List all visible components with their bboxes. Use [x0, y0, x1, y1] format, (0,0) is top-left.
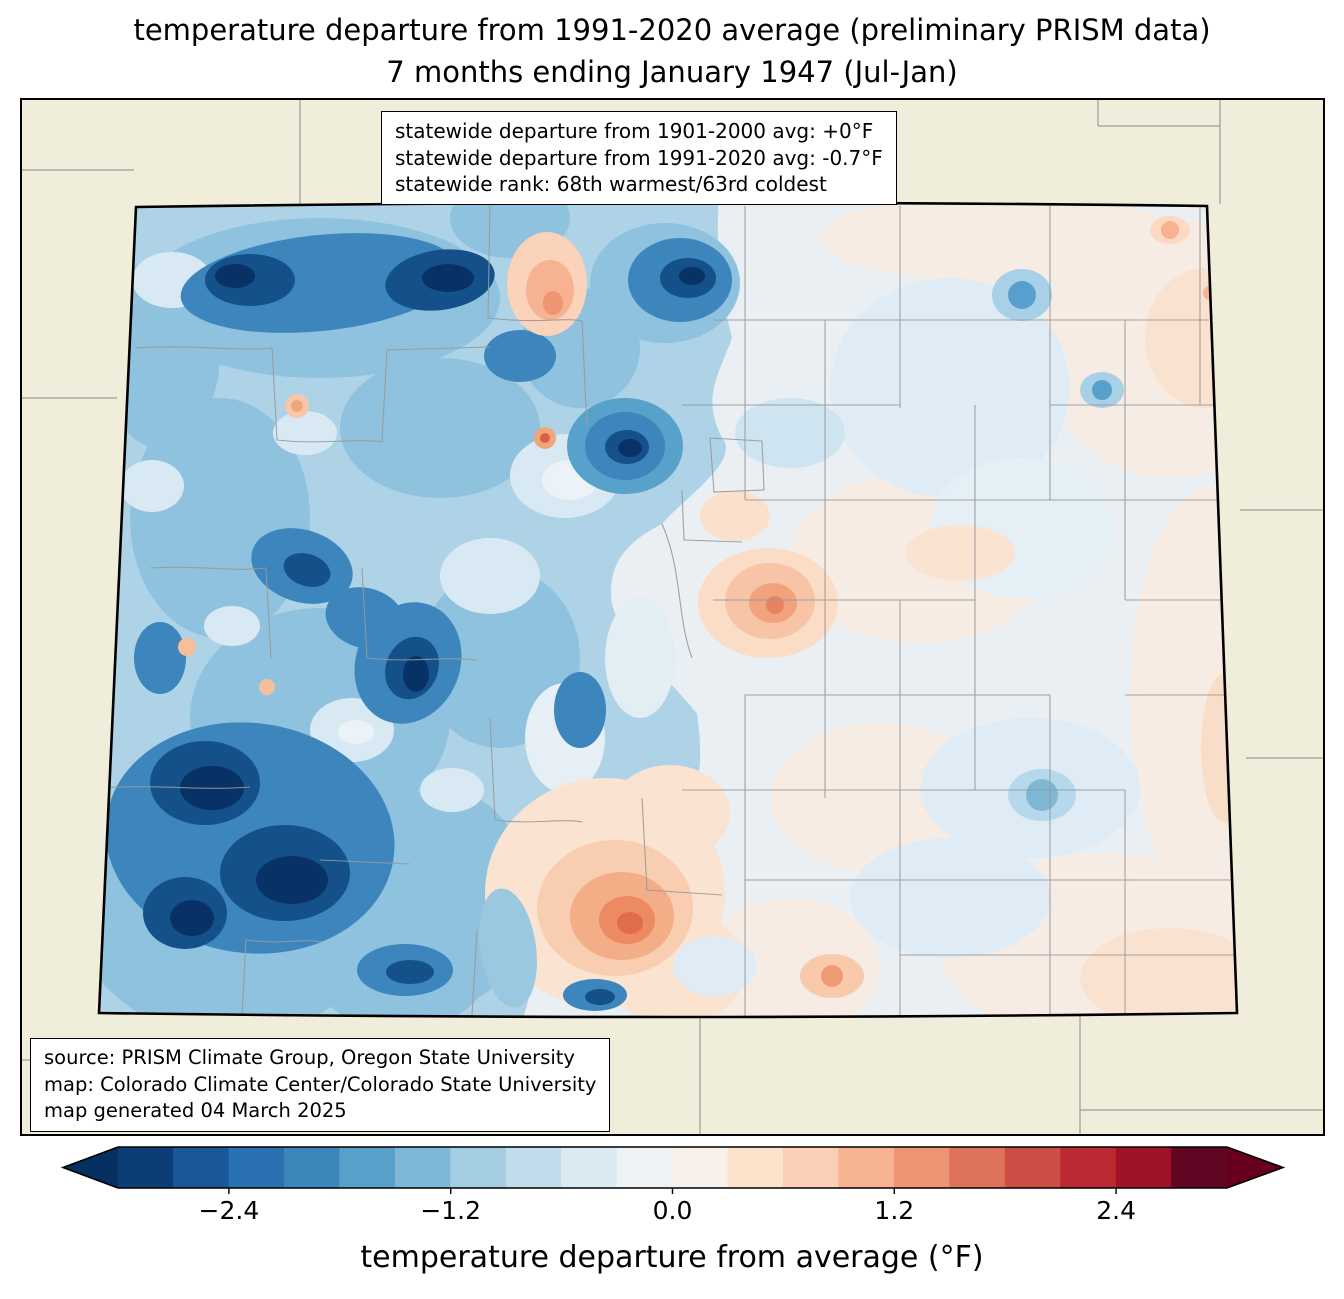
source-line-3: map generated 04 March 2025 [44, 1099, 347, 1122]
south-central-warm [479, 765, 757, 1017]
source-attribution-box: source: PRISM Climate Group, Oregon Stat… [30, 1038, 611, 1132]
colorbar [0, 1145, 1344, 1195]
colorbar-tick-label: 2.4 [1096, 1196, 1136, 1225]
map-panel [20, 98, 1325, 1136]
colorbar-axis-label: temperature departure from average (°F) [360, 1240, 984, 1275]
page-title-line1: temperature departure from 1991-2020 ave… [133, 13, 1211, 47]
colorbar-svg [60, 1146, 1286, 1194]
source-line-2: map: Colorado Climate Center/Colorado St… [44, 1072, 597, 1096]
west-warm-spots [178, 232, 587, 695]
stats-line-1: statewide departure from 1901-2000 avg: … [395, 119, 874, 143]
colorbar-tick-label: −2.4 [198, 1196, 260, 1225]
colorbar-tick-label: 0.0 [652, 1196, 693, 1225]
stats-line-3: statewide rank: 68th warmest/63rd coldes… [395, 172, 827, 196]
statewide-stats-box: statewide departure from 1901-2000 avg: … [381, 111, 897, 205]
stats-line-2: statewide departure from 1991-2020 avg: … [395, 145, 883, 170]
colorbar-tick-label: 1.2 [874, 1196, 915, 1225]
outside-county-lines [22, 100, 1323, 1134]
county-lines [99, 205, 1234, 1017]
source-line-1: source: PRISM Climate Group, Oregon Stat… [44, 1046, 575, 1069]
colorado-map-svg [20, 98, 1325, 1136]
colorbar-tick-label: −1.2 [420, 1196, 482, 1225]
page-title-line2: 7 months ending January 1947 (Jul-Jan) [386, 55, 958, 89]
temperature-field [99, 202, 1237, 1017]
